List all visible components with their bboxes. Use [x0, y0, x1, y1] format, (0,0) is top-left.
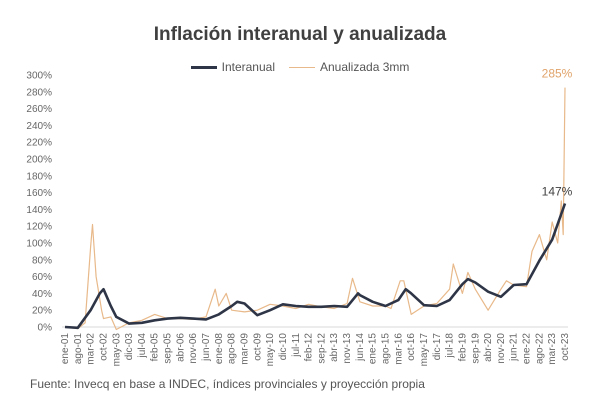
y-tick-label: 20%: [32, 306, 52, 317]
x-tick-label: abr-06: [175, 333, 186, 362]
x-tick-label: sep-12: [316, 333, 327, 364]
y-tick-label: 140%: [26, 205, 52, 216]
series-line-interanual: [64, 203, 567, 330]
x-tick-label: ago-15: [381, 333, 392, 365]
y-tick-label: 40%: [32, 289, 52, 300]
x-tick-label: oct-16: [406, 333, 417, 361]
x-tick-label: ago-08: [227, 333, 238, 365]
x-tick-label: abr-20: [483, 333, 494, 362]
x-tick-label: nov-06: [188, 333, 199, 364]
x-tick-label: mar-23: [547, 333, 558, 365]
x-tick-label: abr-13: [329, 333, 340, 362]
x-tick-label: dic-10: [278, 333, 289, 361]
y-tick-label: 180%: [26, 171, 52, 182]
x-tick-label: dic-03: [124, 333, 135, 361]
x-tick-label: nov-13: [342, 333, 353, 364]
y-tick-label: 100%: [26, 239, 52, 250]
x-tick-label: jul-18: [445, 333, 456, 359]
x-tick-label: ene-22: [522, 333, 533, 365]
x-tick-label: ago-01: [73, 333, 84, 365]
x-tick-label: ago-22: [534, 333, 545, 365]
y-tick-label: 300%: [26, 71, 52, 82]
x-tick-label: ene-08: [214, 333, 225, 365]
x-tick-label: ene-01: [60, 333, 71, 365]
y-tick-label: 80%: [32, 255, 52, 266]
x-tick-label: may-17: [419, 333, 430, 367]
x-tick-label: may-03: [111, 333, 122, 367]
y-tick-label: 120%: [26, 222, 52, 233]
chart-title: Inflación interanual y anualizada: [153, 24, 447, 45]
y-tick-label: 280%: [26, 87, 52, 98]
x-tick-label: jun-21: [509, 333, 520, 362]
end-label-anualizada: 285%: [542, 67, 573, 81]
y-tick-label: 0%: [38, 323, 53, 334]
x-tick-label: mar-02: [86, 333, 97, 365]
x-tick-label: jul-04: [137, 333, 148, 359]
y-tick-label: 220%: [26, 138, 52, 149]
y-tick-label: 240%: [26, 121, 52, 132]
x-tick-label: sep-19: [470, 333, 481, 364]
legend-label-anualizada: Anualizada 3mm: [319, 60, 410, 74]
x-tick-label: may-10: [265, 333, 276, 367]
x-tick-label: feb-05: [150, 333, 161, 362]
y-tick-label: 200%: [26, 155, 52, 166]
legend-swatch-interanual: [190, 65, 217, 69]
source-note: Fuente: Invecq en base a INDEC, índices …: [30, 377, 425, 391]
x-tick-label: oct-23: [560, 333, 571, 361]
x-tick-label: jun-14: [355, 333, 366, 362]
x-tick-label: oct-02: [98, 333, 109, 361]
x-tick-label: feb-12: [304, 333, 315, 362]
legend-swatch-anualizada: [288, 66, 315, 68]
legend-item-interanual: Interanual: [190, 60, 275, 74]
x-tick-label: jul-11: [291, 333, 302, 358]
x-tick-label: oct-09: [252, 333, 263, 361]
x-tick-label: mar-09: [239, 333, 250, 365]
x-tick-label: dic-17: [432, 333, 443, 361]
legend-label-interanual: Interanual: [221, 60, 275, 74]
end-label-interanual: 147%: [542, 185, 573, 199]
x-tick-label: nov-20: [496, 333, 507, 364]
legend-item-anualizada: Anualizada 3mm: [288, 60, 410, 74]
y-tick-label: 160%: [26, 188, 52, 199]
x-tick-label: mar-16: [393, 333, 404, 365]
y-tick-label: 260%: [26, 104, 52, 115]
legend: Interanual Anualizada 3mm: [0, 60, 600, 74]
y-tick-label: 60%: [32, 272, 52, 283]
x-tick-label: feb-19: [457, 333, 468, 362]
x-tick-label: sep-05: [163, 333, 174, 364]
x-tick-label: jun-07: [201, 333, 212, 362]
x-tick-label: ene-15: [368, 333, 379, 365]
